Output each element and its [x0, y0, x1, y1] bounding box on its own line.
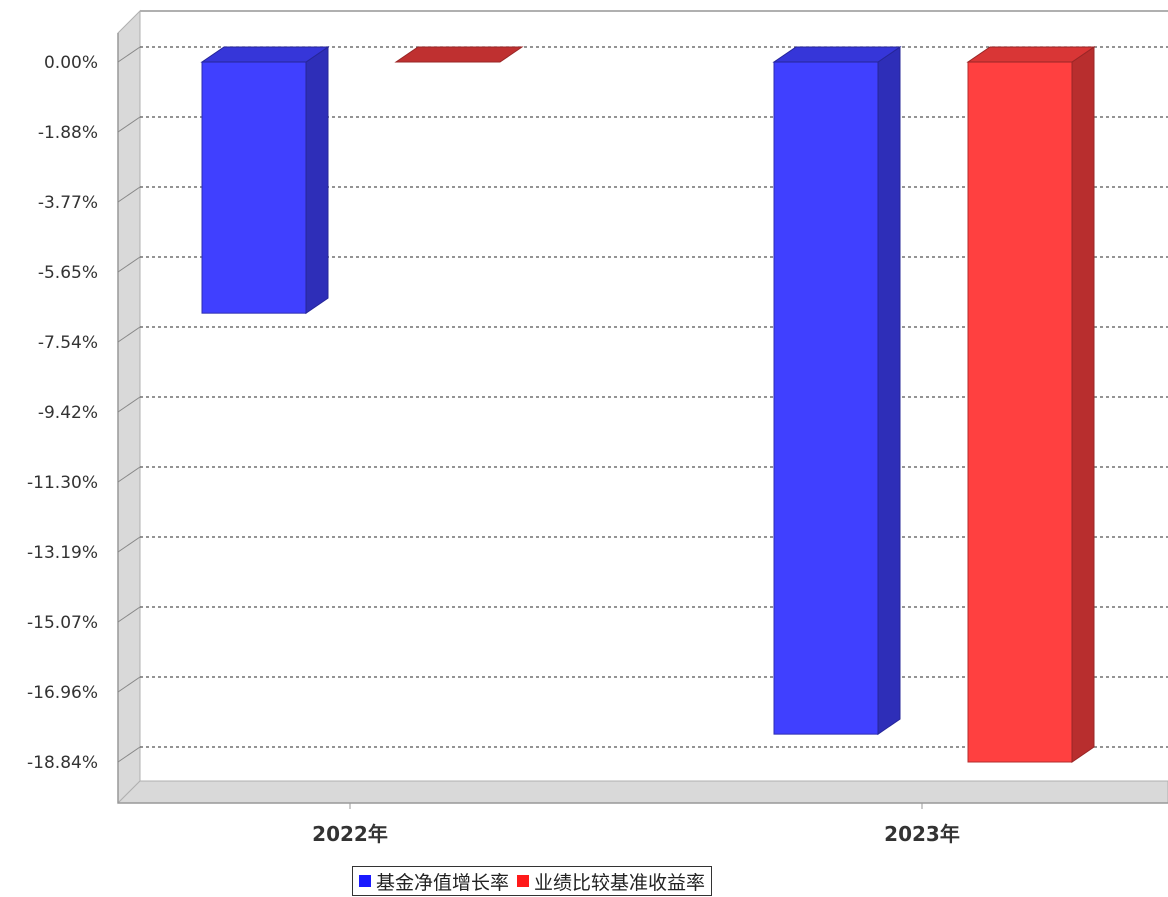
gridline-depth — [117, 326, 141, 343]
y-tick-label: -16.96% — [27, 683, 98, 703]
legend-swatch-fund — [359, 875, 371, 887]
x-category-label: 2022年 — [312, 822, 388, 846]
bar-benchmark-1 — [966, 46, 1096, 763]
y-tick-label: -1.88% — [38, 123, 98, 143]
gridline-depth — [117, 46, 141, 63]
x-category-label: 2023年 — [884, 822, 960, 846]
y-tick-label: -9.42% — [38, 403, 98, 423]
gridline-depth — [117, 746, 141, 763]
bar-fund-1 — [772, 46, 902, 736]
y-tick-label: 0.00% — [44, 53, 98, 73]
legend: 基金净值增长率 业绩比较基准收益率 — [352, 866, 713, 896]
floor — [116, 780, 1168, 804]
gridline-depth — [117, 466, 141, 483]
y-tick-label: -7.54% — [38, 333, 98, 353]
y-tick-label: -11.30% — [27, 473, 98, 493]
y-tick-label: -18.84% — [27, 753, 98, 773]
legend-swatch-benchmark — [517, 875, 530, 887]
gridline-depth — [117, 396, 141, 413]
gridline-depth — [117, 676, 141, 693]
gridline-depth — [117, 536, 141, 553]
legend-item-benchmark: 业绩比较基准收益率 — [517, 868, 705, 895]
y-tick-label: -15.07% — [27, 613, 98, 633]
gridline-depth — [117, 256, 141, 273]
legend-item-fund: 基金净值增长率 — [359, 868, 509, 895]
y-tick-label: -5.65% — [38, 263, 98, 283]
y-tick-label: -3.77% — [38, 193, 98, 213]
legend-label-benchmark: 业绩比较基准收益率 — [534, 871, 706, 894]
y-tick-label: -13.19% — [27, 543, 98, 563]
legend-label-fund: 基金净值增长率 — [376, 871, 510, 894]
gridline-depth — [117, 116, 141, 133]
bar-benchmark-0 — [394, 46, 524, 63]
gridline-depth — [117, 606, 141, 623]
gridline-depth — [117, 186, 141, 203]
bar-fund-0 — [200, 46, 330, 315]
